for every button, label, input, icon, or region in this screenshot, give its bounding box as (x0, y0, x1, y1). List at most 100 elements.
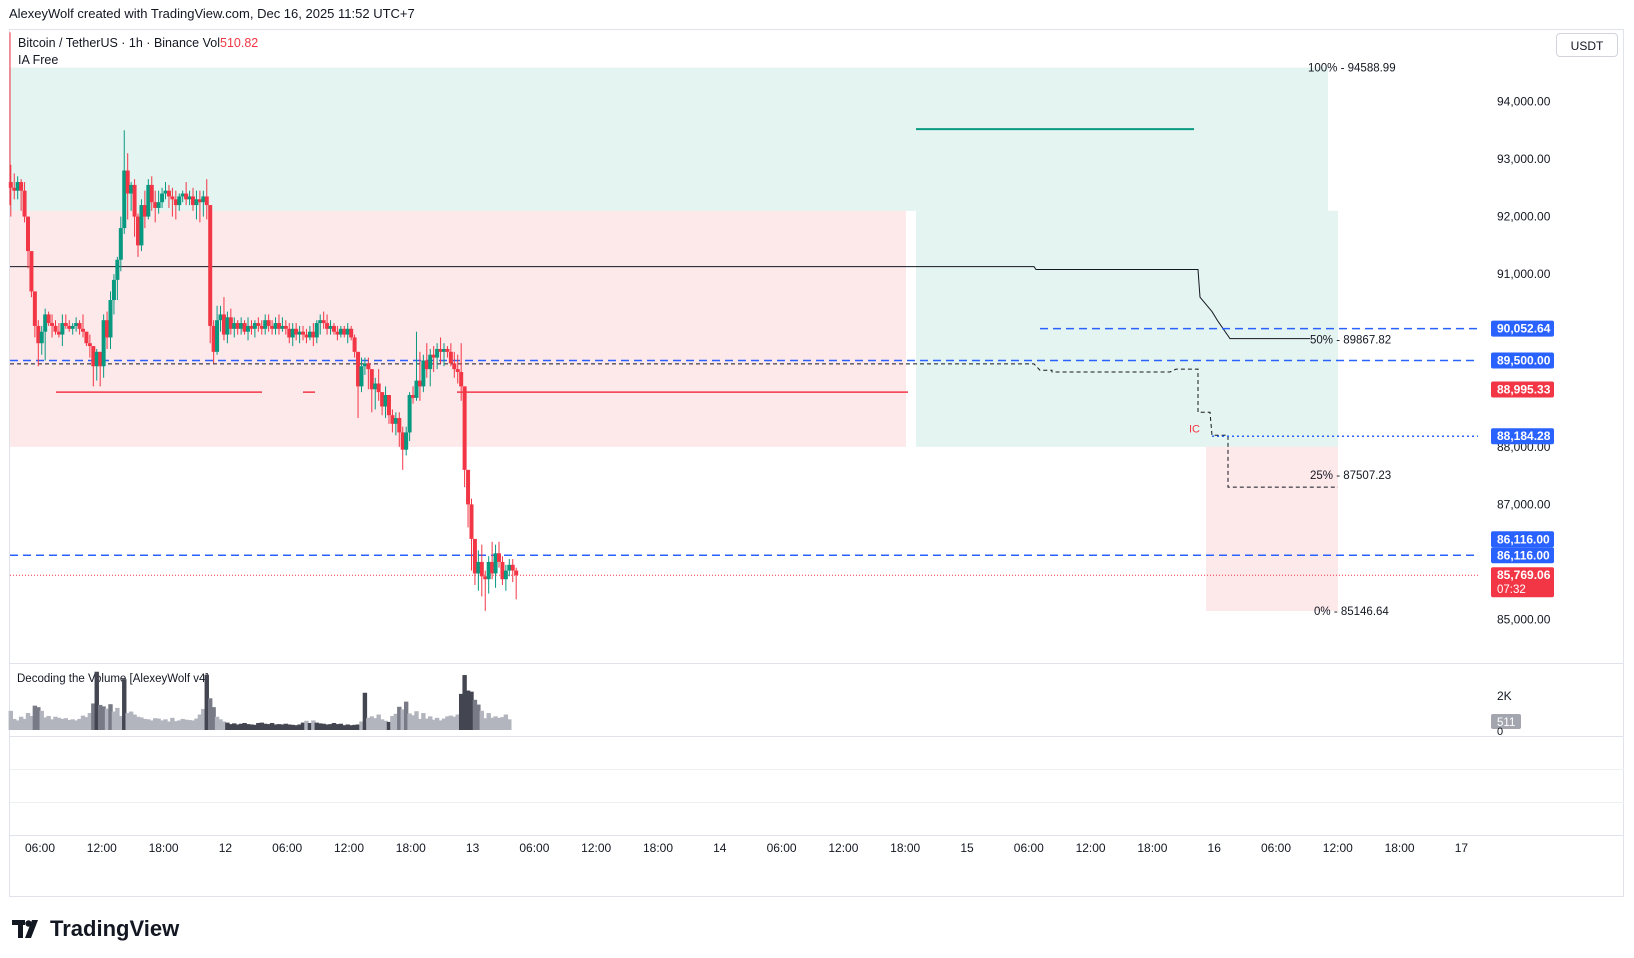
chart-credit: AlexeyWolf created with TradingView.com,… (9, 6, 415, 21)
candle-body (407, 395, 412, 433)
candle (184, 182, 189, 206)
volume-bar (252, 724, 258, 730)
candle (266, 314, 271, 332)
candle (404, 426, 409, 456)
tradingview-logo[interactable]: TradingView (12, 916, 179, 942)
symbol-title[interactable]: Bitcoin / TetherUS · 1h · Binance (18, 36, 200, 50)
dashed-step-line (10, 363, 1338, 488)
candle (301, 325, 306, 341)
volume-bar (29, 715, 34, 730)
candle-body (445, 348, 450, 352)
candle (321, 311, 326, 329)
candle-body (393, 418, 398, 424)
x-tick-label: 18:00 (1385, 841, 1415, 855)
candle-body (297, 331, 302, 335)
price-level-label: 86,116.00 (1497, 548, 1550, 562)
candle (263, 314, 268, 335)
candle-body (194, 199, 199, 206)
candle-body (325, 323, 330, 329)
price-level-pill (1491, 531, 1554, 548)
volume-bar (208, 698, 213, 730)
x-tick-label: 18:00 (149, 841, 179, 855)
x-tick-label: 18:00 (396, 841, 426, 855)
candle-body (331, 325, 336, 332)
candle (53, 320, 58, 335)
volume-bar (194, 718, 199, 730)
volume-bar (383, 720, 388, 730)
volume-bar (373, 718, 378, 730)
candle-body (122, 170, 127, 229)
candle (191, 187, 196, 211)
candle-body (466, 469, 471, 505)
volume-bar (94, 671, 99, 730)
x-tick-label: 12:00 (828, 841, 858, 855)
candle (29, 251, 34, 298)
candle-body (510, 564, 515, 571)
volume-bar (53, 716, 58, 730)
candle (366, 357, 371, 390)
candle (407, 392, 412, 442)
candle (304, 328, 309, 344)
candle (311, 323, 316, 347)
volume-label: Vol (202, 36, 220, 50)
drawings-layer (10, 128, 1478, 576)
fib-25-label: 25% - 87507.23 (1310, 470, 1391, 482)
candle-body (77, 323, 82, 329)
candle (146, 179, 151, 220)
volume-bar (156, 718, 161, 730)
candle (39, 325, 44, 355)
volume-bar (159, 720, 165, 730)
price-pills: 90,052.64 89,500.00 88,995.33 88,184.28 86,1… (1491, 320, 1554, 598)
candle (435, 343, 440, 370)
volume-bar (407, 713, 412, 730)
candle-body (221, 314, 226, 335)
candle-body (108, 300, 113, 338)
volume-bar (448, 715, 454, 730)
candle (194, 190, 199, 220)
volume-bar (479, 710, 485, 730)
candle (63, 314, 68, 329)
volume-bar (428, 716, 433, 730)
volume-bar (42, 717, 48, 730)
candle-body (307, 331, 312, 338)
candle (455, 354, 460, 384)
candle (111, 274, 116, 315)
candle (400, 426, 405, 470)
volume-bar (39, 710, 44, 730)
candle-body (53, 325, 58, 332)
candle-body (263, 320, 268, 329)
volume-bar (431, 719, 436, 730)
candle-body (362, 363, 367, 367)
volume-bar (101, 706, 106, 730)
zones-layer (10, 67, 1338, 612)
candle-body (215, 320, 220, 352)
volume-bar (56, 717, 62, 730)
volume-bar (280, 724, 285, 730)
volume-bar (397, 706, 402, 730)
currency-button[interactable]: USDT (1556, 33, 1618, 57)
candle-body (12, 187, 17, 191)
candle-body (338, 328, 343, 335)
volume-bar (73, 720, 79, 730)
candle-body (431, 354, 436, 358)
candle-body (252, 323, 257, 329)
volume-bar (438, 720, 443, 730)
y-tick-label: 94,000.00 (1497, 94, 1551, 108)
candle (19, 179, 24, 211)
candle-body (459, 371, 464, 387)
volume-bar (307, 722, 313, 730)
volume-bar (25, 713, 31, 730)
candle (25, 216, 30, 269)
candle (12, 173, 17, 200)
y-axis: 85,000.0087,000.0088,000.0091,000.0092,0… (1497, 94, 1551, 626)
candle-body (490, 561, 495, 574)
candle-body (441, 348, 446, 352)
volume-bar (297, 724, 302, 730)
volume-bar (128, 711, 134, 730)
volume-bar (177, 720, 182, 730)
candle (373, 377, 378, 410)
indicator-ia-free[interactable]: IA Free (18, 53, 59, 67)
candle-body (46, 314, 51, 324)
candle-body (514, 570, 519, 576)
